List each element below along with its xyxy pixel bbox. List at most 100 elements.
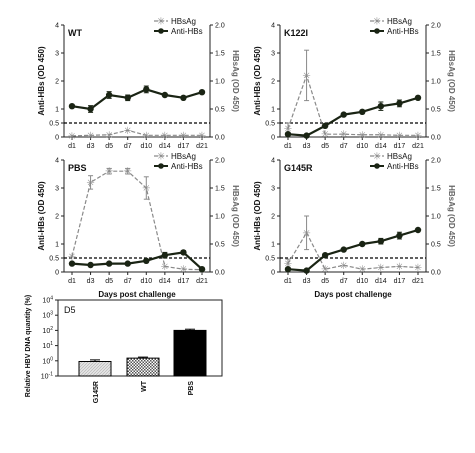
y-tick-label: 104: [42, 296, 53, 305]
series-hbsag: ✳✳✳✳✳✳✳✳: [68, 167, 206, 277]
hbsag-point: ✳: [142, 131, 150, 142]
right-tick-label: 1.0: [431, 214, 441, 221]
left-tick-label: 1: [55, 107, 59, 114]
legend-swatch-marker: ✳: [157, 152, 165, 163]
x-tick-label: d21: [196, 143, 208, 150]
left-tick-label: 1: [271, 107, 275, 114]
series-line: [287, 228, 419, 272]
left-tick-label: 3: [271, 186, 275, 193]
anti-hbs-point: [284, 266, 292, 273]
x-tick-label: d17: [178, 278, 190, 285]
line-panel-pbs: 0 1 2 3 4 0.5 0.0 0.5 1.0 1.5 2.0 d1 d3 d5 d7 d10 d14 d17…: [37, 152, 240, 300]
anti-hbs-point: [414, 94, 422, 102]
left-tick-label: 3: [55, 51, 59, 58]
anti-hbs-point: [284, 131, 292, 138]
hbsag-point: ✳: [105, 130, 113, 141]
hbsag-point: ✳: [284, 259, 292, 270]
anti-hbs-point: [161, 91, 169, 99]
left-tick-label: 0: [55, 135, 59, 142]
x-tick-label: d10: [356, 278, 368, 285]
legend-swatch-marker: ✳: [157, 17, 165, 28]
category-label: G145R: [93, 381, 100, 403]
hbsag-point: ✳: [105, 167, 113, 178]
left-tick-label: 0: [55, 270, 59, 277]
bar-panel: 10-1 100 101 102 103 104 D5 Relative HBV DNA qu…: [25, 295, 223, 403]
hbsag-point: ✳: [198, 131, 206, 142]
x-tick-label: d10: [356, 143, 368, 150]
left-tick-label: 4: [271, 158, 275, 165]
hbsag-point: ✳: [395, 131, 403, 142]
x-tick-label: d1: [68, 278, 76, 285]
right-tick-label: 0.0: [215, 270, 225, 277]
x-tick-label: d7: [124, 143, 132, 150]
hbsag-point: ✳: [86, 178, 94, 189]
x-tick-label: d3: [87, 278, 95, 285]
hbsag-point: ✳: [179, 265, 187, 276]
legend-label: Anti-HBs: [171, 27, 203, 36]
x-tick-label: d5: [321, 143, 329, 150]
hbsag-point: ✳: [340, 261, 348, 272]
hbsag-point: ✳: [395, 262, 403, 273]
left-tick-label: 3: [55, 186, 59, 193]
x-tick-label: d17: [394, 143, 406, 150]
left-tick-label: 1: [55, 242, 59, 249]
hbsag-point: ✳: [377, 263, 385, 274]
x-tick-label: d1: [68, 143, 76, 150]
hbsag-point: ✳: [68, 131, 76, 142]
right-tick-label: 0.5: [431, 107, 441, 114]
x-tick-label: d14: [375, 143, 387, 150]
anti-hbs-point: [68, 260, 76, 267]
x-tick-label: d7: [340, 278, 348, 285]
legend-swatch-marker: [158, 28, 164, 34]
category-label: WT: [141, 380, 148, 392]
right-tick-label: 0.5: [431, 242, 441, 249]
anti-hbs-point: [105, 91, 113, 99]
right-tick-label: 0.0: [215, 135, 225, 142]
anti-hbs-point: [87, 261, 94, 269]
bar-g145r: [78, 360, 112, 377]
series-anti-hbs: [284, 226, 422, 274]
x-tick-label: d7: [340, 143, 348, 150]
x-tick-label: d17: [178, 143, 190, 150]
threshold-tick-label: 0.5: [265, 256, 275, 263]
x-tick-label: d1: [284, 143, 292, 150]
hbsag-point: ✳: [340, 130, 348, 141]
hbsag-point: ✳: [124, 167, 132, 178]
hbsag-point: ✳: [124, 126, 132, 137]
legend-label: HBsAg: [387, 17, 412, 26]
x-tick-label: d3: [303, 143, 311, 150]
anti-hbs-point: [180, 249, 187, 256]
right-tick-label: 1.5: [431, 51, 441, 58]
y-axis-label: Anti-HBs (OD 450): [253, 46, 262, 116]
left-tick-label: 3: [271, 51, 275, 58]
anti-hbs-point: [87, 105, 94, 113]
panel-title: D5: [64, 305, 76, 315]
anti-hbs-point: [68, 103, 76, 110]
left-tick-label: 4: [55, 23, 59, 30]
anti-hbs-point: [143, 257, 150, 264]
y-tick-label: 102: [42, 326, 53, 335]
legend-label: Anti-HBs: [387, 162, 419, 171]
hbsag-point: ✳: [161, 131, 169, 142]
anti-hbs-point: [105, 260, 113, 267]
anti-hbs-point: [377, 238, 385, 245]
x-axis-label: Days post challenge: [98, 290, 176, 299]
anti-hbs-point: [198, 266, 206, 273]
right-tick-label: 1.0: [431, 79, 441, 86]
hbsag-point: ✳: [358, 265, 366, 276]
anti-hbs-point: [414, 226, 422, 234]
x-tick-label: d10: [140, 143, 152, 150]
x-axis-label: Days post challenge: [314, 290, 392, 299]
hbsag-point: ✳: [358, 130, 366, 141]
right-tick-label: 1.5: [215, 186, 225, 193]
line-panel-wt: 0 1 2 3 4 0.5 0.0 0.5 1.0 1.5 2.0 d1 d3 d5 d7 d10 d14 d17…: [37, 17, 240, 151]
anti-hbs-point: [198, 89, 206, 96]
x-tick-label: d3: [87, 143, 95, 150]
hbsag-point: ✳: [414, 131, 422, 142]
line-panel-k122i: 0 1 2 3 4 0.5 0.0 0.5 1.0 1.5 2.0 d1 d3 d5 d7 d10 d14 d17…: [253, 17, 456, 151]
series-hbsag: ✳✳✳✳✳✳✳✳: [284, 49, 422, 142]
anti-hbs-point: [124, 260, 131, 267]
